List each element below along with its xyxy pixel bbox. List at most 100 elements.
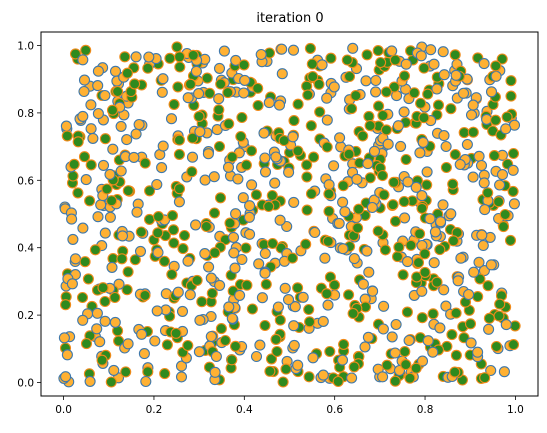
scatter-point (370, 74, 382, 87)
scatter-point (201, 72, 213, 84)
scatter-point (467, 126, 479, 138)
scatter-point (156, 86, 168, 98)
scatter-point (287, 44, 300, 56)
scatter-point (260, 278, 272, 290)
scatter-point (164, 52, 176, 64)
scatter-point (267, 237, 279, 250)
scatter-point (84, 375, 96, 387)
scatter-point (341, 54, 353, 66)
scatter-point (134, 245, 147, 257)
scatter-point (276, 68, 288, 80)
scatter-point (400, 359, 412, 371)
scatter-point (69, 48, 82, 60)
y-tick-label: 1.0 (17, 40, 34, 52)
scatter-point (431, 83, 443, 95)
scatter-point (387, 199, 399, 211)
scatter-point (253, 258, 265, 270)
scatter-point (288, 196, 300, 208)
scatter-point (389, 375, 401, 387)
scatter-point (119, 51, 131, 63)
scatter-point (105, 376, 117, 388)
scatter-point (173, 183, 186, 195)
scatter-point (297, 291, 309, 303)
scatter-point (78, 85, 90, 98)
scatter-point (411, 271, 423, 283)
scatter-point (303, 371, 315, 383)
scatter-point (375, 56, 387, 69)
scatter-point (175, 360, 188, 372)
scatter-point (307, 352, 319, 364)
scatter-point (168, 98, 180, 110)
scatter-point (416, 190, 428, 202)
scatter-point (120, 366, 132, 378)
scatter-point (190, 219, 202, 231)
scatter-point (418, 62, 430, 74)
scatter-point (302, 89, 314, 101)
scatter-point (372, 225, 384, 237)
scatter-point (402, 176, 414, 188)
scatter-point (115, 120, 127, 132)
scatter-point (270, 151, 282, 163)
scatter-point (92, 211, 104, 223)
scatter-point (482, 280, 494, 292)
scatter-point (229, 262, 241, 274)
scatter-point (121, 67, 133, 79)
scatter-point (108, 364, 120, 376)
scatter-point (416, 355, 429, 367)
y-axis: 0.0 0.2 0.4 0.6 0.8 1.0 (17, 40, 41, 390)
scatter-point (116, 253, 128, 265)
scatter-point (321, 141, 333, 153)
scatter-point (343, 148, 355, 160)
scatter-point (324, 345, 336, 358)
scatter-point (361, 49, 373, 61)
scatter-point (493, 310, 505, 322)
scatter-point (447, 235, 460, 247)
scatter-point (254, 339, 266, 351)
scatter-point (96, 354, 108, 366)
scatter-point (121, 134, 133, 146)
scatter-point (237, 192, 249, 204)
scatter-point (392, 120, 404, 132)
scatter-point (497, 221, 510, 233)
scatter-point (234, 289, 246, 301)
scatter-point (490, 340, 503, 353)
scatter-point (500, 319, 512, 331)
scatter-point (106, 104, 119, 116)
scatter-point (76, 291, 89, 304)
scatter-point (422, 88, 434, 100)
scatter-point (425, 44, 437, 56)
scatter-point (494, 298, 506, 310)
scatter-point (490, 114, 502, 126)
scatter-point (215, 323, 227, 335)
scatter-point (321, 92, 333, 104)
scatter-point (213, 62, 226, 74)
scatter-point (214, 279, 226, 291)
scatter-point (92, 80, 104, 92)
chart-title: iteration 0 (256, 11, 323, 26)
scatter-point (199, 248, 211, 260)
scatter-point (156, 162, 168, 174)
scatter-point (239, 74, 251, 86)
scatter-point (142, 366, 154, 378)
scatter-point (263, 97, 275, 109)
scatter-point (507, 339, 520, 351)
scatter-point (478, 177, 490, 189)
scatter-point (208, 207, 221, 219)
scatter-point (292, 359, 304, 371)
scatter-point (414, 228, 426, 240)
scatter-point (116, 230, 129, 242)
scatter-point (350, 90, 362, 102)
scatter-point (348, 361, 360, 373)
scatter-point (288, 320, 300, 332)
scatter-point (264, 365, 276, 377)
scatter-point (418, 112, 430, 124)
scatter-point (140, 375, 152, 388)
scatter-point (167, 224, 180, 236)
scatter-point (61, 349, 73, 361)
scatter-point (283, 166, 295, 178)
scatter-point (252, 99, 264, 112)
scatter-point (213, 93, 225, 105)
scatter-point (410, 181, 422, 193)
scatter-point (109, 291, 121, 304)
scatter-point (222, 87, 234, 99)
